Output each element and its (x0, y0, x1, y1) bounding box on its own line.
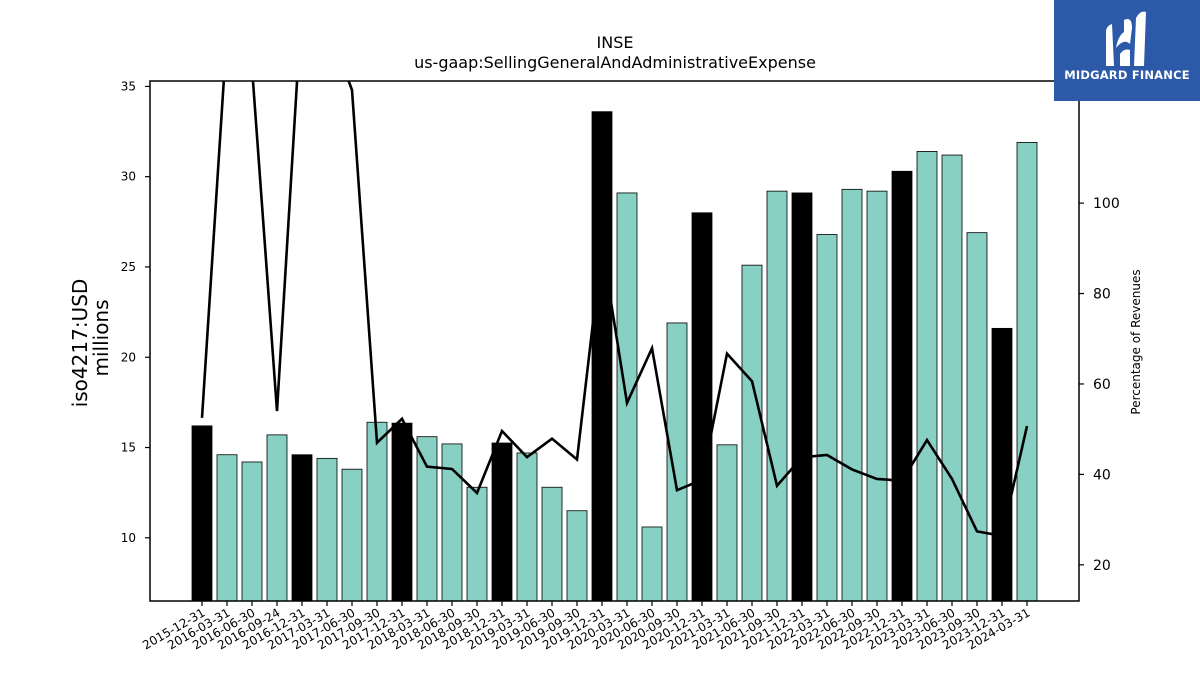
bar-2021-03-31 (716, 444, 738, 601)
bar-2020-09-30 (666, 322, 688, 601)
bar-2024-03-31 (1016, 141, 1038, 601)
brand-logo: MIDGARD FINANCE (1054, 0, 1200, 101)
bar-2023-12-31 (991, 327, 1013, 601)
y-tick-label: 35 (121, 79, 136, 93)
bar-2022-09-30 (866, 190, 888, 601)
y2-tick-label: 20 (1093, 558, 1111, 574)
bar-2018-03-31 (416, 436, 438, 601)
bar-2018-09-30 (466, 486, 488, 601)
bar-2022-06-30 (841, 188, 863, 601)
y-axis-label-units: millions (89, 299, 113, 376)
bar-2017-09-30 (366, 421, 388, 601)
bar-2021-12-31 (791, 192, 813, 601)
bar-2022-03-31 (816, 234, 838, 601)
y2-tick-label: 40 (1093, 467, 1111, 483)
y-tick-label: 30 (121, 170, 136, 184)
bar-2016-12-31 (291, 454, 313, 601)
chart-title: INSE (597, 33, 634, 52)
line-series (200, 81, 1029, 538)
bar-2019-03-31 (516, 452, 538, 601)
x-axis: 2015-12-312016-03-312016-06-302016-09-24… (140, 601, 1033, 652)
plot-frame (149, 80, 1080, 602)
y2-axis-label: Percentage of Revenues (1129, 269, 1143, 414)
bar-2023-09-30 (966, 232, 988, 601)
y-tick-label: 20 (121, 350, 136, 364)
bar-2017-06-30 (341, 468, 363, 601)
y2-tick-label: 60 (1093, 377, 1111, 393)
bar-2020-12-31 (691, 212, 713, 601)
y2-tick-label: 80 (1093, 287, 1111, 303)
bar-2019-06-30 (541, 486, 563, 601)
right-axis: 20 40 60 80 100 (1079, 196, 1120, 574)
bar-2021-06-30 (741, 264, 763, 601)
bar-2017-03-31 (316, 457, 338, 601)
y-tick-label: 25 (121, 260, 136, 274)
bar-2018-12-31 (491, 442, 513, 601)
y-tick-label: 10 (121, 531, 136, 545)
bar-2023-06-30 (941, 154, 963, 601)
y2-tick-label: 100 (1093, 196, 1120, 212)
bar-2019-09-30 (566, 510, 588, 601)
brand-name: MIDGARD FINANCE (1064, 68, 1190, 82)
y-tick-label: 15 (121, 441, 136, 455)
bar-2016-06-30 (241, 461, 263, 601)
midgard-logo-icon (1106, 11, 1146, 67)
bar-2022-12-31 (891, 170, 913, 601)
bar-2016-03-31 (216, 454, 238, 601)
bar-2017-12-31 (391, 422, 413, 601)
bar-2016-09-24 (266, 434, 288, 601)
y-axis-label: iso4217:USD (68, 279, 92, 408)
percentage-line (200, 81, 1029, 538)
bar-2015-12-31 (191, 425, 213, 601)
bar-series (191, 111, 1038, 601)
bar-2020-06-30 (641, 526, 663, 601)
bar-2023-03-31 (916, 151, 938, 601)
left-axis: 10 15 20 25 30 35 (121, 79, 150, 545)
bar-2019-12-31 (591, 111, 613, 601)
chart-subtitle: us-gaap:SellingGeneralAndAdministrativeE… (414, 53, 816, 72)
bar-2021-09-30 (766, 190, 788, 601)
